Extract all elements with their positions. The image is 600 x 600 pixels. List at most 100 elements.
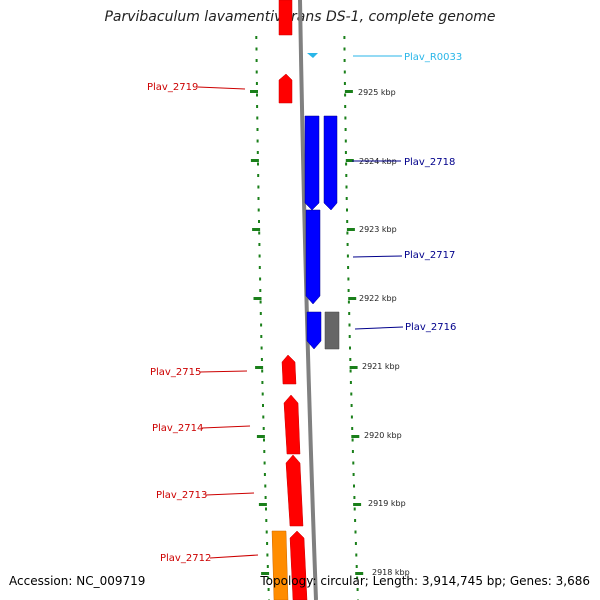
gene-label-plav-2718[interactable]: Plav_2718	[404, 157, 455, 168]
guide-dot	[351, 438, 354, 442]
guide-dot	[257, 208, 260, 212]
gene-plav-2718-b[interactable]	[323, 115, 338, 211]
guide-dot	[349, 381, 352, 384]
guide-dot	[255, 36, 258, 39]
guide-dot	[265, 519, 268, 522]
tick-label: 2921 kbp	[362, 362, 400, 371]
major-tick	[250, 159, 259, 162]
gene-plav-2716[interactable]	[306, 311, 322, 350]
guide-dot	[355, 565, 358, 568]
rna-plav-r0033[interactable]	[307, 53, 318, 58]
tick-label: 2918 kbp	[372, 568, 410, 577]
guide-dot	[257, 185, 260, 189]
guide-dot	[256, 128, 259, 131]
gene-plav-2713[interactable]	[285, 454, 304, 527]
major-tick	[346, 228, 355, 231]
gene-plav-2715[interactable]	[281, 354, 297, 385]
guide-dot	[256, 151, 259, 154]
topology-text: Topology: circular; Length: 3,914,745 bp…	[260, 574, 590, 588]
gene-label-plav-2714[interactable]: Plav_2714	[152, 423, 203, 434]
major-tick	[261, 572, 270, 575]
guide-dot	[344, 116, 347, 120]
guide-dot	[267, 588, 270, 591]
guide-dot	[255, 47, 258, 51]
guide-dot	[257, 162, 259, 166]
gene-label-plav-2715[interactable]: Plav_2715	[150, 367, 201, 378]
tick-label: 2925 kbp	[358, 88, 396, 97]
gene-plav-2714[interactable]	[283, 394, 301, 455]
major-tick	[348, 297, 357, 300]
guide-dot	[347, 277, 350, 281]
guide-dot	[348, 335, 351, 338]
major-tick	[344, 90, 353, 93]
guide-dot	[349, 369, 352, 373]
guide-dot	[346, 220, 349, 223]
guide-dot	[258, 220, 260, 223]
guide-dot	[258, 254, 261, 258]
gene-label-plav-r0033[interactable]: Plav_R0033	[404, 52, 462, 63]
guide-dot	[264, 496, 267, 499]
guide-dot	[343, 59, 346, 62]
guide-dot	[354, 530, 357, 534]
guide-dot	[263, 450, 266, 453]
guide-dot	[263, 438, 265, 442]
tick-label: 2923 kbp	[359, 225, 397, 234]
guide-dot	[344, 151, 347, 154]
outer-dotted-guide	[250, 36, 364, 600]
guide-dot	[265, 530, 268, 534]
gene-plav-2717[interactable]	[305, 209, 321, 305]
guide-dot	[356, 576, 359, 580]
genome-backbone	[298, 0, 318, 600]
guide-dot	[343, 82, 346, 85]
major-tick	[253, 297, 262, 300]
guide-dot	[259, 300, 262, 304]
gene-label-plav-2717[interactable]: Plav_2717	[404, 250, 455, 261]
guide-dot	[256, 116, 259, 120]
gene-label-plav-2712[interactable]: Plav_2712	[160, 553, 211, 564]
guide-dot	[258, 266, 261, 269]
guide-dot	[347, 266, 350, 269]
guide-dot	[255, 82, 258, 85]
guide-dot	[266, 542, 269, 545]
gene-label-plav-2713[interactable]: Plav_2713	[156, 490, 207, 501]
guide-dot	[267, 576, 270, 580]
guide-dot	[350, 415, 353, 419]
guide-dot	[345, 174, 348, 177]
guide-dot	[346, 231, 349, 235]
guide-dot	[266, 565, 269, 568]
guide-dot	[343, 70, 346, 74]
accession-text: Accession: NC_009719	[9, 574, 146, 588]
guide-dot	[256, 139, 259, 143]
guide-dot	[258, 231, 261, 235]
gene-plav-2712-orange[interactable]	[271, 530, 289, 600]
guide-dot	[343, 47, 346, 51]
guide-dot	[263, 461, 266, 465]
guide-dot	[344, 105, 347, 108]
tick-label: 2920 kbp	[364, 431, 402, 440]
tick-label: 2919 kbp	[368, 499, 406, 508]
guide-dot	[352, 461, 355, 465]
guide-dot	[347, 289, 350, 292]
guide-dot	[262, 427, 265, 430]
guide-dot	[264, 484, 267, 488]
gene-plav-2712[interactable]	[289, 530, 308, 600]
major-tick	[258, 503, 267, 506]
guide-dot	[345, 197, 348, 200]
guide-dot	[346, 243, 349, 246]
guide-dot	[348, 312, 351, 315]
gene-label-plav-2716[interactable]: Plav_2716	[405, 322, 456, 333]
major-tick	[355, 572, 364, 575]
guide-dot	[344, 93, 347, 97]
gene-plav-2719[interactable]	[278, 73, 293, 104]
guide-dot	[256, 105, 259, 108]
guide-dot	[259, 289, 262, 292]
gene-gray[interactable]	[324, 311, 340, 350]
guide-dot	[261, 381, 264, 384]
guide-dot	[345, 162, 348, 166]
guide-dot	[350, 392, 353, 396]
gene-plav-2718-a[interactable]	[304, 115, 320, 211]
major-tick	[351, 435, 360, 438]
guide-dot	[343, 36, 346, 39]
gene-label-plav-2719[interactable]: Plav_2719	[147, 82, 198, 93]
